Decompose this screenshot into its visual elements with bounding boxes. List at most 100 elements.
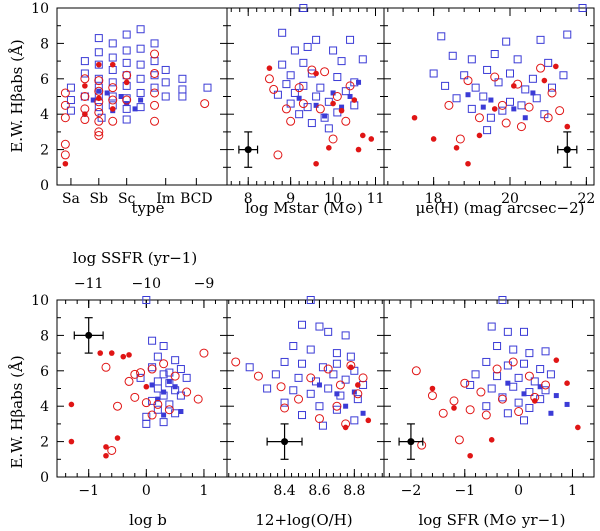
data-point-open-square	[245, 363, 254, 372]
data-point-open-circle	[80, 74, 90, 84]
data-point-open-square	[66, 96, 75, 105]
plot-frame	[226, 7, 385, 186]
data-point-open-square	[136, 44, 145, 53]
data-point-filled-circle	[313, 160, 319, 167]
data-point-open-circle	[555, 106, 565, 116]
data-point-open-square	[282, 80, 291, 89]
data-point-filled-circle	[453, 145, 460, 151]
data-point-open-circle	[147, 410, 157, 420]
data-point-open-square	[150, 39, 159, 48]
data-point-filled-circle	[488, 437, 495, 443]
data-point-open-square	[460, 71, 469, 80]
data-point-open-square	[153, 377, 162, 386]
data-point-filled-square	[172, 384, 178, 390]
data-point-open-square	[122, 46, 131, 55]
data-point-filled-circle	[123, 79, 130, 86]
data-point-open-circle	[164, 405, 174, 415]
data-point-filled-square	[132, 106, 138, 112]
data-point-open-square	[171, 409, 180, 418]
error-bar	[266, 423, 303, 460]
panel-sfr: −2 −1 0 1	[383, 296, 595, 499]
y-tick-label: 10	[31, 1, 49, 17]
data-point-filled-circle	[143, 383, 150, 390]
data-point-open-circle	[307, 65, 317, 75]
x-tick-label: 9	[286, 191, 295, 207]
data-point-filled-square	[322, 113, 328, 119]
data-point-open-circle	[150, 49, 160, 59]
data-point-filled-circle	[430, 136, 437, 142]
data-point-open-circle	[497, 394, 507, 404]
y-axis-label-bottom: E.W. Hβabs (Å)	[8, 355, 26, 468]
data-point-filled-circle	[476, 132, 483, 139]
data-point-open-square	[306, 389, 315, 398]
x-tick-label: 8.4	[273, 483, 295, 499]
data-point-open-square	[509, 382, 518, 391]
data-point-open-square	[280, 357, 289, 366]
data-point-open-square	[324, 384, 333, 393]
data-point-filled-circle	[109, 61, 116, 68]
data-point-filled-circle	[511, 83, 517, 89]
data-point-open-square	[520, 359, 528, 368]
data-point-open-square	[178, 92, 187, 101]
data-point-filled-circle	[564, 123, 571, 130]
data-point-open-circle	[306, 373, 316, 383]
x-axis-label-mstar: log Mstar (M⊙)	[245, 199, 363, 217]
data-point-open-square	[312, 35, 321, 44]
data-point-filled-square	[480, 104, 486, 110]
data-point-open-square	[94, 60, 103, 69]
data-point-open-circle	[438, 408, 448, 418]
data-point-open-square	[150, 83, 159, 92]
data-point-open-circle	[345, 81, 355, 91]
y-tick-label: 4	[40, 399, 49, 415]
plot-frame	[56, 299, 228, 478]
data-point-open-circle	[497, 100, 507, 110]
data-point-filled-square	[90, 97, 96, 103]
data-point-filled-square	[316, 382, 322, 388]
data-point-open-square	[548, 83, 556, 92]
data-point-open-square	[493, 342, 502, 351]
data-point-filled-circle	[351, 97, 358, 103]
data-point-open-circle	[492, 364, 502, 374]
data-point-filled-square	[166, 378, 172, 384]
data-point-open-square	[136, 60, 145, 69]
data-point-filled-square	[96, 88, 102, 94]
data-point-open-square	[324, 327, 333, 336]
data-point-filled-circle	[575, 424, 581, 431]
data-point-open-circle	[153, 399, 163, 409]
data-point-open-square	[203, 83, 212, 92]
data-point-open-circle	[320, 67, 330, 77]
x-tick-label: 0	[142, 483, 151, 499]
data-point-filled-square	[155, 396, 161, 402]
data-point-filled-circle	[330, 100, 336, 107]
data-point-open-square	[159, 370, 168, 379]
data-point-filled-square	[138, 97, 144, 103]
data-point-open-square	[520, 327, 528, 336]
data-point-open-square	[506, 97, 514, 106]
data-point-open-square	[280, 398, 289, 407]
data-point-open-square	[122, 104, 131, 113]
data-point-open-circle	[60, 150, 70, 160]
x-tick-label: Im	[156, 191, 175, 207]
data-point-open-square	[307, 119, 316, 128]
data-point-open-circle	[476, 387, 486, 397]
data-point-open-circle	[341, 116, 351, 126]
data-point-filled-circle	[553, 63, 559, 70]
data-point-open-circle	[541, 380, 551, 390]
data-point-open-square	[506, 69, 514, 78]
data-point-open-square	[289, 342, 298, 351]
data-point-filled-square	[339, 104, 345, 110]
x-tick-label: 8.6	[308, 483, 330, 499]
y-tick-label: 0	[40, 178, 49, 194]
data-point-open-square	[332, 405, 341, 414]
data-point-open-square	[142, 296, 151, 304]
x-tick-label: BCD	[180, 191, 212, 207]
data-point-open-circle	[524, 371, 534, 381]
data-point-filled-square	[334, 391, 340, 397]
data-point-open-circle	[353, 389, 363, 399]
data-point-open-circle	[136, 368, 146, 378]
data-point-open-square	[541, 386, 550, 395]
panel-type: 0 2 4 6 8 10 Sa Sb Sc Im BCD	[31, 1, 228, 207]
data-point-filled-circle	[368, 136, 375, 142]
data-point-open-circle	[108, 83, 118, 93]
data-point-open-circle	[323, 364, 333, 374]
